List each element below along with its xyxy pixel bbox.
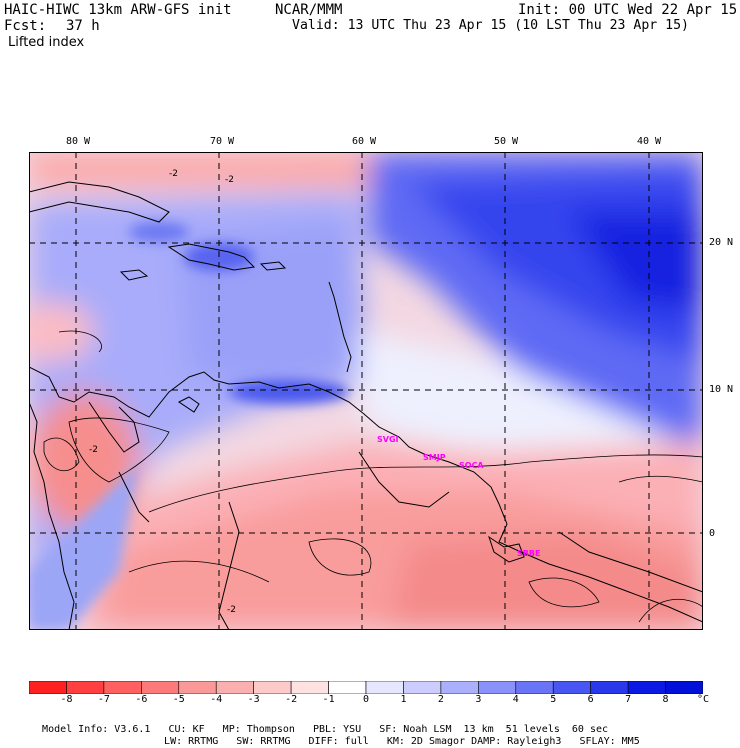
colorbar-swatch xyxy=(627,681,666,694)
lat-label: 20 N xyxy=(709,237,734,248)
lat-label: 0 xyxy=(709,528,716,539)
station-label: SVGI xyxy=(377,435,399,444)
contour-label: -2 xyxy=(169,169,178,179)
colorbar-swatch xyxy=(178,681,217,694)
levels: 51 levels xyxy=(505,724,560,735)
model-info-line2: LW: RRTMG SW: RRTMG DIFF: full KM: 2D Sm… xyxy=(152,724,640,748)
colorbar-tick-label: 7 xyxy=(625,694,632,705)
timestep: 60 sec xyxy=(571,724,609,735)
colorbar-tick-label: -2 xyxy=(285,694,298,705)
colorbar-tick-label: 6 xyxy=(587,694,594,705)
colorbar-swatch xyxy=(478,681,517,694)
lon-label: 60 W xyxy=(352,136,377,147)
model-info-line1: Model Info: V3.6.1 CU: KF MP: Thompson P… xyxy=(30,712,608,736)
station-label: SMJP xyxy=(423,453,446,462)
agency-label: NCAR/MMM xyxy=(275,2,343,18)
shortwave-scheme: SW: RRTMG xyxy=(236,736,291,747)
map-frame xyxy=(29,152,703,630)
colorbar-swatch xyxy=(365,681,404,694)
lon-label: 70 W xyxy=(210,136,235,147)
lon-label: 80 W xyxy=(66,136,91,147)
colorbar-swatch xyxy=(215,681,254,694)
diffusion: DIFF: full xyxy=(308,736,369,747)
pbl-scheme: PBL: YSU xyxy=(312,724,362,735)
lifted-index-map: -2 -2 -2 -2 SVGI SMJP SOCA SBBE xyxy=(29,152,703,630)
station-label: SOCA xyxy=(459,461,484,470)
contour-label: -2 xyxy=(89,445,98,455)
field-name: Lifted index xyxy=(8,35,85,50)
colorbar-swatch xyxy=(141,681,180,694)
lon-label: 40 W xyxy=(637,136,662,147)
colorbar-swatch xyxy=(103,681,142,694)
colorbar-tick-label: -8 xyxy=(60,694,73,705)
graticule xyxy=(29,152,703,630)
colorbar-swatch xyxy=(552,681,591,694)
colorbar-swatch xyxy=(590,681,629,694)
contour-label: -2 xyxy=(225,175,234,185)
colorbar-unit: °C xyxy=(697,694,710,705)
contour-label: -2 xyxy=(227,605,236,615)
colorbar-tick-label: -4 xyxy=(210,694,223,705)
colorbar-swatch xyxy=(440,681,479,694)
model-version: Model Info: V3.6.1 xyxy=(42,724,151,735)
init-time: Init: 00 UTC Wed 22 Apr 15 xyxy=(518,2,738,18)
colorbar-swatch xyxy=(665,681,703,694)
colorbar-tick-label: -5 xyxy=(172,694,185,705)
shading-field xyxy=(29,152,703,630)
colorbar-swatch xyxy=(515,681,554,694)
colorbar-tick-label: -7 xyxy=(97,694,110,705)
surface-scheme: SF: Noah LSM xyxy=(379,724,452,735)
forecast-hour: 37 h xyxy=(66,18,100,34)
colorbar-swatch xyxy=(29,681,67,694)
colorbar-swatch xyxy=(328,681,367,694)
surface-layer: SFLAY: MM5 xyxy=(579,736,640,747)
km-option: KM: 2D Smagor xyxy=(386,736,466,747)
colorbar-swatch xyxy=(66,681,105,694)
colorbar-tick-label: 0 xyxy=(363,694,370,705)
colorbar-tick-label: -3 xyxy=(247,694,260,705)
lat-label: 10 N xyxy=(709,384,734,395)
valid-time: Valid: 13 UTC Thu 23 Apr 15 (10 LST Thu … xyxy=(292,18,689,33)
contours xyxy=(43,330,703,623)
coastlines xyxy=(29,181,703,630)
colorbar-tick-label: 2 xyxy=(437,694,444,705)
colorbar-swatch xyxy=(253,681,292,694)
colorbar-tick-label: 5 xyxy=(550,694,557,705)
model-title: HAIC-HIWC 13km ARW-GFS init xyxy=(4,2,232,18)
colorbar-tick-label: 8 xyxy=(662,694,669,705)
longwave-scheme: LW: RRTMG xyxy=(164,736,219,747)
colorbar xyxy=(29,681,703,694)
forecast-label: Fcst: xyxy=(4,18,47,34)
colorbar-tick-label: 4 xyxy=(512,694,519,705)
damping: DAMP: Rayleigh3 xyxy=(471,736,562,747)
colorbar-swatch xyxy=(403,681,442,694)
colorbar-tick-label: 3 xyxy=(475,694,482,705)
microphysics-scheme: MP: Thompson xyxy=(222,724,295,735)
resolution: 13 km xyxy=(463,724,494,735)
cumulus-scheme: CU: KF xyxy=(168,724,205,735)
colorbar-swatch xyxy=(290,681,329,694)
colorbar-tick-label: 1 xyxy=(400,694,407,705)
colorbar-tick-label: -1 xyxy=(322,694,335,705)
lon-label: 50 W xyxy=(494,136,519,147)
station-label: SBBE xyxy=(517,549,540,558)
colorbar-tick-label: -6 xyxy=(135,694,148,705)
